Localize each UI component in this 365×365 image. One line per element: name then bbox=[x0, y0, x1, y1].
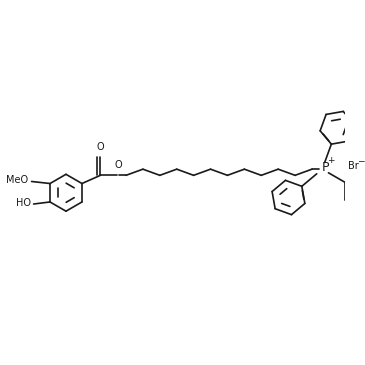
Text: +: + bbox=[327, 157, 334, 165]
Text: −: − bbox=[357, 157, 365, 165]
Text: O: O bbox=[114, 160, 122, 170]
Text: P: P bbox=[322, 161, 329, 174]
Text: Br: Br bbox=[348, 161, 358, 171]
Text: HO: HO bbox=[16, 198, 31, 208]
Text: MeO: MeO bbox=[6, 176, 28, 185]
Text: O: O bbox=[97, 142, 104, 152]
